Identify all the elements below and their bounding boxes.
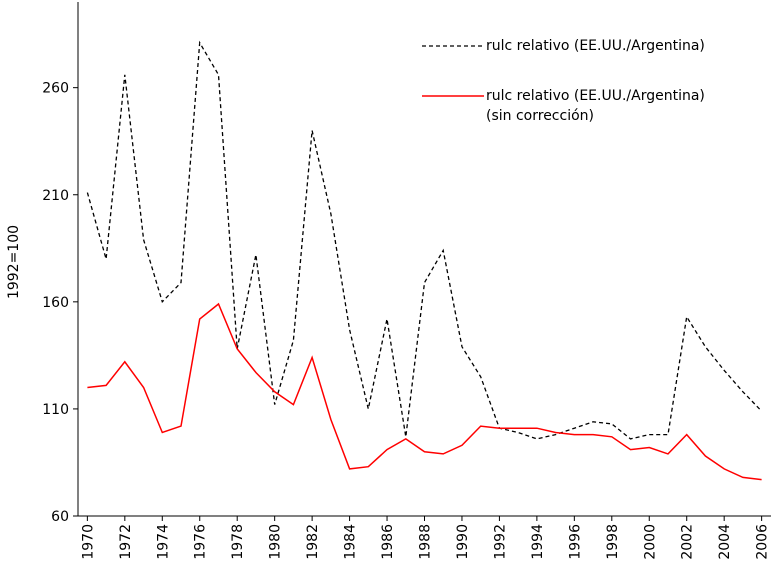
legend-label: rulc relativo (EE.UU./Argentina) (sin co… <box>486 88 705 124</box>
legend-label: rulc relativo (EE.UU./Argentina) <box>486 38 705 54</box>
y-tick-label: 160 <box>42 295 69 311</box>
x-tick-label: 1976 <box>193 524 209 560</box>
x-tick-label: 1970 <box>80 524 96 560</box>
x-tick-label: 1996 <box>567 524 583 560</box>
x-tick-label: 1990 <box>455 524 471 560</box>
x-tick-label: 1998 <box>605 524 621 560</box>
y-tick-label: 60 <box>51 509 69 525</box>
series-line <box>86 40 763 440</box>
x-tick-label: 1974 <box>155 524 171 560</box>
x-tick-label: 1992 <box>492 524 508 560</box>
x-tick-label: 1994 <box>530 524 546 560</box>
x-tick-label: 1988 <box>418 524 434 560</box>
x-tick-label: 1982 <box>305 524 321 560</box>
series-line <box>87 302 762 481</box>
y-tick-label: 260 <box>42 81 69 97</box>
y-axis-label: 1992=100 <box>6 225 22 299</box>
x-tick-label: 2004 <box>717 524 733 560</box>
x-tick-label: 1972 <box>118 524 134 560</box>
x-tick-label: 2000 <box>642 524 658 560</box>
x-tick-label: 1978 <box>230 524 246 560</box>
x-tick-label: 1986 <box>380 524 396 560</box>
y-tick-label: 110 <box>42 402 69 418</box>
x-tick-label: 2006 <box>755 524 771 560</box>
x-tick-label: 1984 <box>343 524 359 560</box>
x-tick-label: 1980 <box>268 524 284 560</box>
x-tick-label: 2002 <box>680 524 696 560</box>
y-tick-label: 210 <box>42 188 69 204</box>
